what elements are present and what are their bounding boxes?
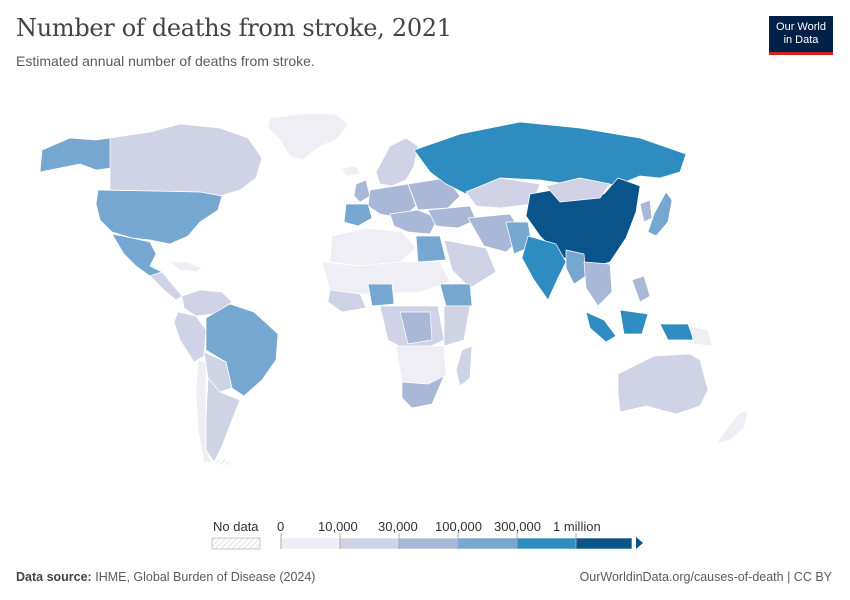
region-united-states[interactable] bbox=[95, 189, 223, 245]
logo-line-2: in Data bbox=[783, 34, 819, 46]
legend-swatch-0 bbox=[280, 537, 341, 550]
legend-swatch-4 bbox=[516, 537, 577, 550]
legend-swatch-5 bbox=[575, 537, 633, 550]
region-united-kingdom[interactable] bbox=[353, 179, 371, 203]
legend-no-data-swatch bbox=[211, 537, 261, 550]
region-new-zealand[interactable] bbox=[715, 409, 749, 445]
region-southeast-asia[interactable] bbox=[583, 261, 613, 307]
region-mexico[interactable] bbox=[111, 233, 163, 277]
region-bangladesh-myanmar[interactable] bbox=[565, 249, 587, 285]
region-india[interactable] bbox=[521, 235, 567, 301]
legend-ticks bbox=[280, 533, 577, 549]
region-antarctic-islands[interactable] bbox=[213, 457, 233, 467]
region-nigeria[interactable] bbox=[367, 283, 395, 307]
region-iceland[interactable] bbox=[341, 165, 361, 177]
legend-tick-10k: 10,000 bbox=[318, 519, 358, 534]
region-australia[interactable] bbox=[617, 353, 709, 415]
region-chile[interactable] bbox=[195, 359, 213, 463]
region-iberia[interactable] bbox=[343, 203, 373, 227]
region-greenland[interactable] bbox=[267, 113, 349, 161]
region-north-africa[interactable] bbox=[329, 227, 417, 267]
data-source-text[interactable]: IHME, Global Burden of Disease (2024) bbox=[95, 570, 316, 584]
region-southern-africa[interactable] bbox=[395, 345, 447, 385]
region-arabian-peninsula[interactable] bbox=[443, 239, 497, 289]
region-canada[interactable] bbox=[109, 123, 263, 197]
region-korea[interactable] bbox=[639, 199, 653, 223]
legend-swatch-1 bbox=[339, 537, 400, 550]
region-philippines[interactable] bbox=[631, 275, 651, 303]
region-mongolia[interactable] bbox=[545, 177, 611, 203]
chart-title: Number of deaths from stroke, 2021 bbox=[16, 14, 452, 42]
chart-subtitle: Estimated annual number of deaths from s… bbox=[16, 53, 315, 69]
legend-swatches bbox=[280, 537, 633, 550]
region-ethiopia[interactable] bbox=[439, 283, 473, 307]
legend-tick-30k: 30,000 bbox=[378, 519, 418, 534]
region-egypt[interactable] bbox=[415, 235, 447, 263]
legend-tick-1m: 1 million bbox=[553, 519, 601, 534]
region-alaska[interactable] bbox=[39, 137, 113, 173]
region-brazil[interactable] bbox=[205, 303, 279, 397]
legend-swatch-3 bbox=[457, 537, 518, 550]
region-south-africa[interactable] bbox=[401, 375, 445, 409]
region-east-africa[interactable] bbox=[443, 305, 471, 347]
legend-swatch-2 bbox=[398, 537, 459, 550]
data-source: Data source: IHME, Global Burden of Dise… bbox=[16, 570, 315, 584]
region-peru-ecuador[interactable] bbox=[173, 311, 207, 363]
owid-logo[interactable]: Our World in Data bbox=[769, 16, 833, 55]
legend bbox=[211, 533, 643, 550]
region-west-africa[interactable] bbox=[327, 289, 367, 313]
region-indonesia[interactable] bbox=[585, 309, 695, 343]
region-papua-new-guinea[interactable] bbox=[689, 325, 713, 347]
legend-no-data-label: No data bbox=[213, 519, 259, 534]
legend-arrow-icon bbox=[636, 537, 643, 549]
footer-url[interactable]: OurWorldinData.org/causes-of-death | CC … bbox=[579, 570, 832, 584]
legend-tick-100k: 100,000 bbox=[435, 519, 482, 534]
region-russia[interactable] bbox=[413, 121, 687, 195]
legend-tick-0: 0 bbox=[277, 519, 285, 534]
logo-line-1: Our World bbox=[776, 21, 826, 33]
region-scandinavia[interactable] bbox=[375, 137, 419, 187]
region-bolivia-paraguay[interactable] bbox=[203, 351, 233, 393]
region-madagascar[interactable] bbox=[455, 345, 473, 387]
region-japan[interactable] bbox=[647, 191, 673, 237]
region-central-america[interactable] bbox=[149, 271, 183, 301]
region-caribbean[interactable] bbox=[169, 261, 203, 273]
region-turkey-middle-east[interactable] bbox=[427, 205, 477, 229]
region-drc[interactable] bbox=[399, 311, 433, 345]
legend-tick-300k: 300,000 bbox=[494, 519, 541, 534]
data-source-label: Data source: bbox=[16, 570, 92, 584]
